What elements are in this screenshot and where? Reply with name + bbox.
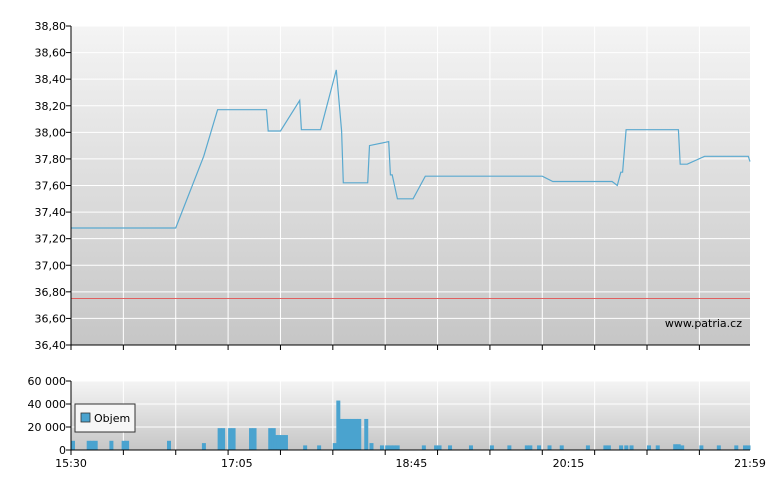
volume-bar (167, 440, 172, 450)
x-tick-label: 21:59 (734, 457, 766, 470)
volume-bar (357, 418, 362, 450)
volume-bar (489, 445, 494, 450)
volume-bar (606, 445, 611, 450)
legend-label: Objem (94, 412, 130, 425)
volume-bar (624, 445, 629, 450)
volume-bar (448, 445, 453, 450)
volume-bar (647, 445, 652, 450)
volume-bar (734, 445, 739, 450)
volume-bar (746, 445, 751, 450)
volume-bar (537, 445, 542, 450)
volume-bar (86, 440, 91, 450)
volume-bar (303, 445, 308, 450)
volume-bar (629, 445, 634, 450)
volume-bar (434, 445, 439, 450)
x-tick-label: 20:15 (553, 457, 585, 470)
volume-bar (350, 418, 355, 450)
volume-bar (619, 445, 624, 450)
price-tick-label: 37,00 (35, 259, 67, 272)
volume-bar (369, 443, 374, 450)
volume-bar (468, 445, 473, 450)
volume-panel-background (71, 381, 750, 450)
volume-bar (524, 445, 529, 450)
volume-bar (673, 444, 678, 450)
legend-swatch (80, 412, 91, 423)
volume-legend: Objem (74, 403, 136, 433)
volume-bar (507, 445, 512, 450)
volume-bar (268, 428, 273, 450)
volume-bar (680, 445, 685, 450)
price-tick-label: 37,40 (35, 206, 67, 219)
price-tick-label: 37,20 (35, 233, 67, 246)
volume-bar (71, 440, 75, 450)
volume-tick-label: 60 000 (28, 375, 67, 388)
volume-bar (332, 443, 337, 450)
volume-bar (346, 418, 351, 450)
volume-bar (231, 428, 236, 450)
volume-tick-label: 40 000 (28, 398, 67, 411)
volume-bar (379, 445, 384, 450)
volume-bar (280, 435, 285, 450)
volume-bar (283, 435, 288, 450)
volume-bar (385, 445, 390, 450)
volume-bar (392, 445, 397, 450)
volume-bar (276, 435, 281, 450)
x-tick-label: 15:30 (55, 457, 87, 470)
volume-bar (252, 428, 257, 450)
volume-bar (716, 445, 721, 450)
volume-bar (585, 445, 590, 450)
volume-tick-label: 0 (59, 444, 66, 457)
x-tick-label: 17:05 (221, 457, 253, 470)
volume-bar (676, 444, 681, 450)
volume-bar (528, 445, 533, 450)
volume-bar (217, 428, 222, 450)
volume-bar (437, 445, 442, 450)
price-tick-label: 36,40 (35, 339, 67, 352)
volume-bar (339, 418, 344, 450)
price-tick-label: 36,80 (35, 286, 67, 299)
volume-bar (90, 440, 95, 450)
volume-bar (273, 435, 278, 450)
volume-bar (317, 445, 322, 450)
price-tick-label: 37,80 (35, 153, 67, 166)
price-tick-label: 38,40 (35, 73, 67, 86)
x-tick-label: 18:45 (396, 457, 428, 470)
volume-bar (249, 428, 254, 450)
volume-bar (125, 440, 130, 450)
price-tick-label: 38,80 (35, 20, 67, 33)
volume-bar (353, 418, 358, 450)
volume-bar (421, 445, 426, 450)
volume-bar (93, 440, 98, 450)
volume-bar (395, 445, 400, 450)
volume-bar (201, 443, 206, 450)
volume-bar (336, 400, 341, 450)
price-series-line (71, 69, 751, 229)
price-tick-label: 38,60 (35, 47, 67, 60)
volume-bar (699, 445, 704, 450)
volume-tick-label: 20 000 (28, 421, 67, 434)
volume-bar (388, 445, 393, 450)
volume-bar (559, 445, 564, 450)
volume-bar (228, 428, 233, 450)
price-tick-label: 37,60 (35, 180, 67, 193)
volume-bar (743, 445, 748, 450)
volume-bar (221, 428, 226, 450)
volume-bar (547, 445, 552, 450)
volume-bar (109, 440, 114, 450)
volume-bar (343, 418, 348, 450)
volume-bar (655, 445, 660, 450)
volume-bar (364, 418, 369, 450)
watermark-text: www.patria.cz (665, 317, 742, 330)
price-tick-label: 38,20 (35, 100, 67, 113)
price-tick-label: 38,00 (35, 126, 67, 139)
volume-bar (121, 440, 126, 450)
price-tick-label: 36,60 (35, 312, 67, 325)
volume-bar (603, 445, 608, 450)
